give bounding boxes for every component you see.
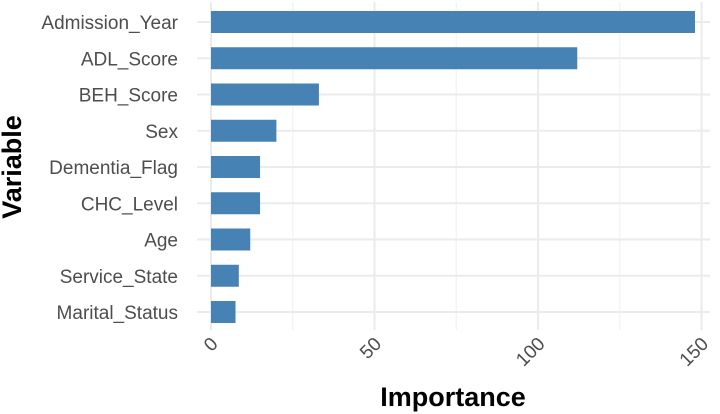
bar-marital-status <box>211 301 236 323</box>
bar-sex <box>211 119 277 142</box>
y-tick-label: Admission_Year <box>41 13 178 34</box>
y-tick-label: Marital_Status <box>57 303 178 324</box>
y-tick-label: ADL_Score <box>81 49 178 70</box>
x-tick-labels: 0 50 100 150 <box>200 334 713 371</box>
bar-admission-year <box>211 11 695 33</box>
y-tick-labels: Admission_Year ADL_Score BEH_Score Sex Demen… <box>41 13 178 324</box>
x-tick-label: 0 <box>200 334 222 356</box>
bar-adl-score <box>211 47 578 70</box>
x-tick-label: 50 <box>356 334 386 364</box>
y-tick-label: Sex <box>145 122 178 143</box>
bar-age <box>211 228 251 251</box>
y-axis-title: Variable <box>0 115 27 219</box>
y-tick-label: Dementia_Flag <box>49 158 178 179</box>
y-tick-label: Service_State <box>60 267 178 288</box>
bar-chc-level <box>211 192 261 215</box>
y-tick-label: BEH_Score <box>79 86 178 107</box>
bar-service-state <box>211 264 239 287</box>
bars <box>211 11 695 323</box>
bar-beh-score <box>211 83 319 106</box>
x-tick-label: 100 <box>512 334 549 371</box>
x-tick-label: 150 <box>676 334 713 371</box>
x-axis-title: Importance <box>380 382 526 412</box>
bar-dementia-flag <box>211 156 261 178</box>
y-tick-label: CHC_Level <box>81 194 178 215</box>
y-tick-label: Age <box>144 231 178 252</box>
